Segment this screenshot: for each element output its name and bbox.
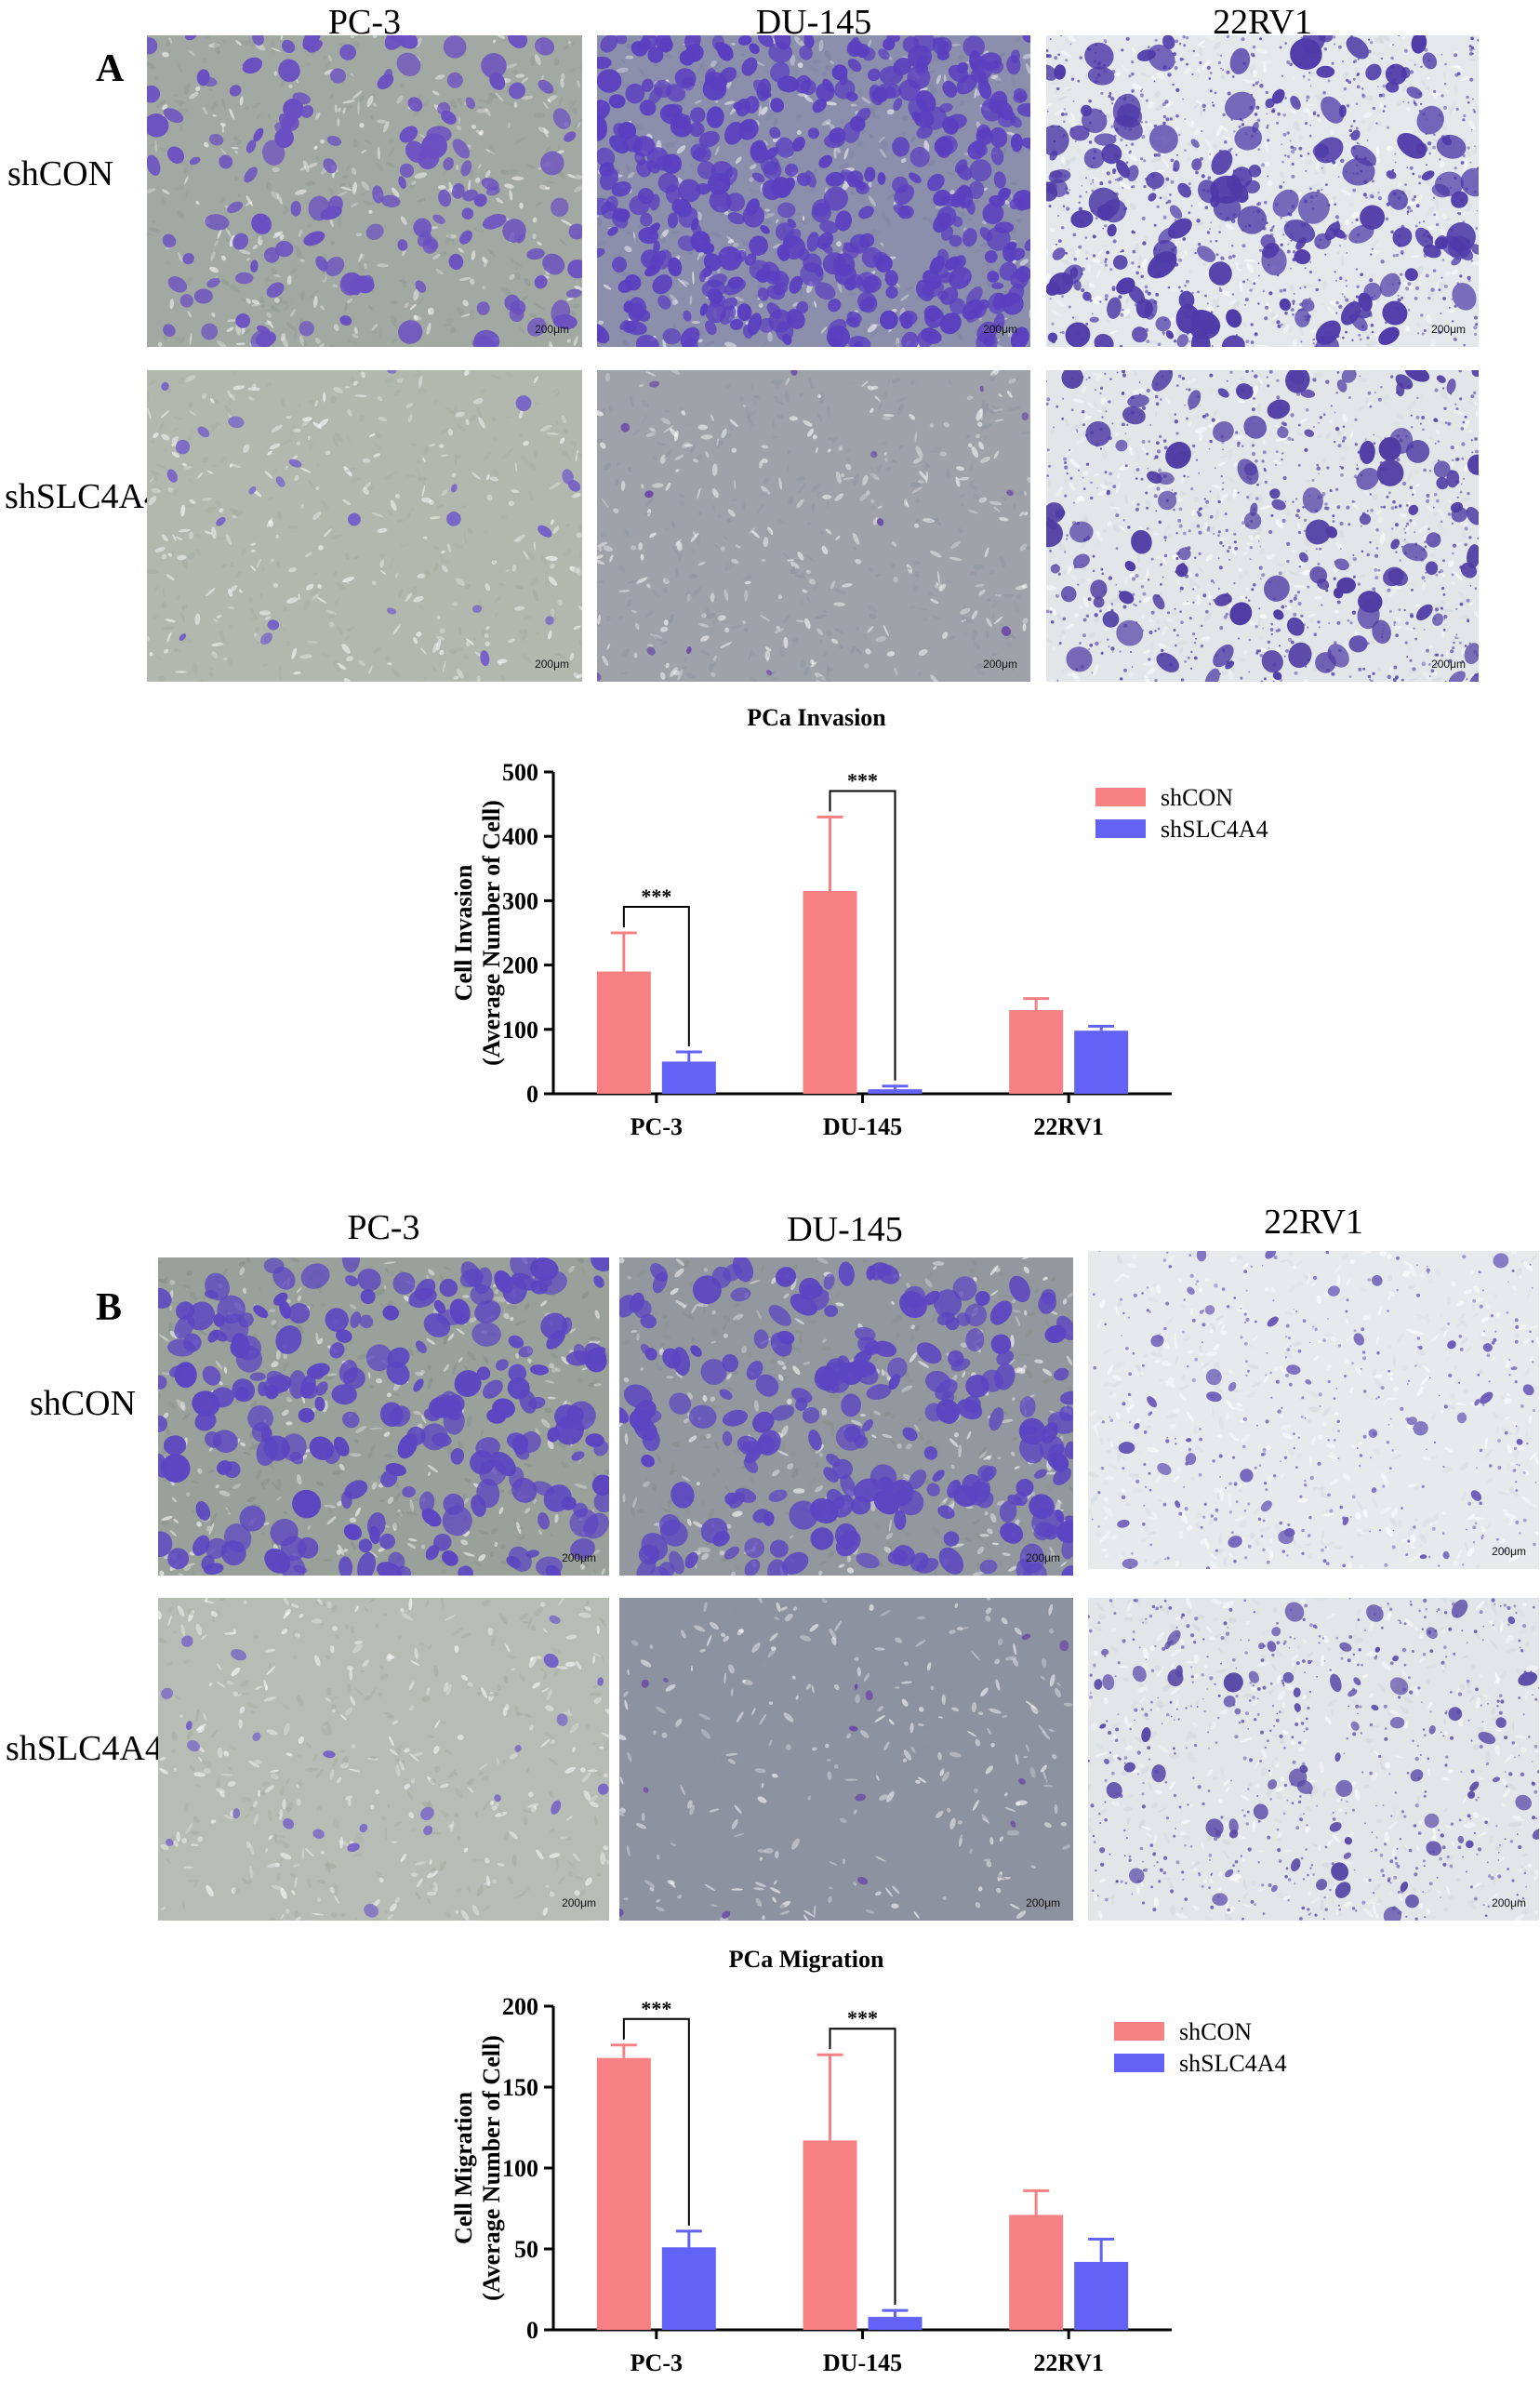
row-label-shslc4a4: shSLC4A4 <box>6 1729 163 1768</box>
y-tick-label: 400 <box>502 823 538 850</box>
panel-letter-b: B <box>96 1286 123 1329</box>
scale-bar-label: 200μm <box>1492 1545 1526 1558</box>
y-tick-label: 150 <box>502 2074 538 2101</box>
y-tick-label: 100 <box>502 1017 538 1044</box>
y-tick-label: 200 <box>502 1993 538 2020</box>
column-label-22rv1: 22RV1 <box>1264 1203 1363 1242</box>
scale-bar-label: 200μm <box>1431 323 1466 336</box>
scale-bar-label: 200μm <box>562 1896 596 1909</box>
micrograph-b-22rv1-shcon: 200μm <box>1088 1251 1539 1569</box>
scale-bar-label: 200μm <box>983 658 1017 671</box>
micrograph-a-pc3-shcon: 200μm <box>147 35 582 347</box>
y-tick-label: 50 <box>514 2236 538 2263</box>
legend-label-shcon: shCON <box>1161 784 1233 811</box>
bar-shcon-du-145 <box>803 2140 857 2330</box>
scale-bar-label: 200μm <box>983 323 1017 336</box>
scale-bar-label: 200μm <box>535 323 569 336</box>
micrograph-b-pc3-shcon: 200μm <box>158 1257 609 1576</box>
bar-shcon-22rv1 <box>1009 2215 1064 2330</box>
micrograph-a-pc3-shslc4a4: 200μm <box>147 370 582 682</box>
y-axis-label: Cell Invasion <box>450 864 477 1001</box>
micrograph-b-du145-shcon: 200μm <box>619 1257 1073 1576</box>
bar-shslc4a4-du-145 <box>868 2317 923 2330</box>
x-tick-label: PC-3 <box>631 1113 683 1140</box>
scale-bar-label: 200μm <box>1431 658 1466 671</box>
significance-bracket <box>622 2017 690 2226</box>
y-tick-label: 300 <box>502 887 538 914</box>
legend-label-shslc4a4: shSLC4A4 <box>1179 2050 1287 2077</box>
scale-bar-label: 200μm <box>1492 1896 1526 1909</box>
scale-bar-label: 200μm <box>1026 1551 1060 1564</box>
legend-label-shslc4a4: shSLC4A4 <box>1161 816 1268 843</box>
y-tick-label: 0 <box>526 1081 538 1108</box>
significance-label: *** <box>847 768 878 791</box>
x-tick-label: 22RV1 <box>1033 2349 1104 2376</box>
chart-title-invasion: PCa Invasion <box>747 704 886 731</box>
x-tick-label: DU-145 <box>823 1113 902 1140</box>
chart-migration: 0 50 100 150 200 Cell Migration (Average Numbe… <box>450 1993 1287 2376</box>
column-label-du145: DU-145 <box>787 1210 903 1249</box>
y-tick-label: 100 <box>502 2155 538 2182</box>
micrograph-a-du145-shcon: 200μm <box>597 35 1030 347</box>
y-tick-label: 200 <box>502 952 538 979</box>
bar-shslc4a4-du-145 <box>868 1089 923 1094</box>
y-axis-label: Cell Migration <box>450 2092 477 2244</box>
significance-bracket <box>829 2028 896 2306</box>
row-label-shcon: shCON <box>7 154 114 193</box>
bar-shslc4a4-pc-3 <box>661 2247 716 2330</box>
y-axis-label-units: (Average Number of Cell) <box>478 2035 505 2301</box>
bar-shslc4a4-22rv1 <box>1074 2261 1129 2330</box>
legend-label-shcon: shCON <box>1179 2018 1252 2045</box>
chart-title-migration: PCa Migration <box>728 1946 884 1973</box>
legend-swatch-shslc4a4 <box>1114 2054 1164 2072</box>
micrograph-b-pc3-shslc4a4: 200μm <box>158 1598 609 1921</box>
micrograph-b-du145-shslc4a4: 200μm <box>619 1598 1073 1921</box>
micrograph-a-22rv1-shcon: 200μm <box>1046 35 1479 347</box>
significance-label: *** <box>641 885 671 908</box>
x-tick-label: DU-145 <box>823 2349 902 2376</box>
significance-label: *** <box>641 1997 671 2020</box>
bar-shslc4a4-pc-3 <box>661 1061 716 1094</box>
chart-invasion: 0 100 200 300 400 500 Cell Invasion (Average Nu… <box>450 759 1268 1140</box>
x-tick-label: 22RV1 <box>1033 1113 1104 1140</box>
legend-swatch-shcon <box>1095 788 1146 806</box>
micrograph-a-du145-shslc4a4: 200μm <box>597 370 1030 682</box>
row-label-shcon: shCON <box>30 1384 137 1423</box>
significance-label: *** <box>847 2006 878 2029</box>
bar-shcon-pc-3 <box>596 971 651 1094</box>
y-tick-label: 500 <box>502 759 538 786</box>
scale-bar-label: 200μm <box>1026 1896 1060 1909</box>
scale-bar-label: 200μm <box>562 1551 596 1564</box>
bar-shcon-du-145 <box>803 891 857 1094</box>
bar-shcon-22rv1 <box>1009 1010 1064 1094</box>
legend-swatch-shcon <box>1114 2022 1164 2041</box>
scale-bar-label: 200μm <box>535 658 569 671</box>
significance-bracket <box>829 790 896 1081</box>
bar-shcon-pc-3 <box>596 2057 651 2330</box>
x-tick-label: PC-3 <box>631 2349 683 2376</box>
bar-shslc4a4-22rv1 <box>1074 1031 1129 1094</box>
column-label-pc3: PC-3 <box>347 1208 420 1247</box>
micrograph-b-22rv1-shslc4a4: 200μm <box>1088 1598 1539 1921</box>
y-axis-label-units: (Average Number of Cell) <box>478 800 505 1066</box>
legend-swatch-shslc4a4 <box>1095 819 1146 838</box>
y-tick-label: 0 <box>526 2317 538 2344</box>
panel-letter-a: A <box>96 47 125 90</box>
micrograph-a-22rv1-shslc4a4: 200μm <box>1046 370 1479 682</box>
row-label-shslc4a4: shSLC4A4 <box>5 477 162 516</box>
significance-bracket <box>622 906 690 1047</box>
